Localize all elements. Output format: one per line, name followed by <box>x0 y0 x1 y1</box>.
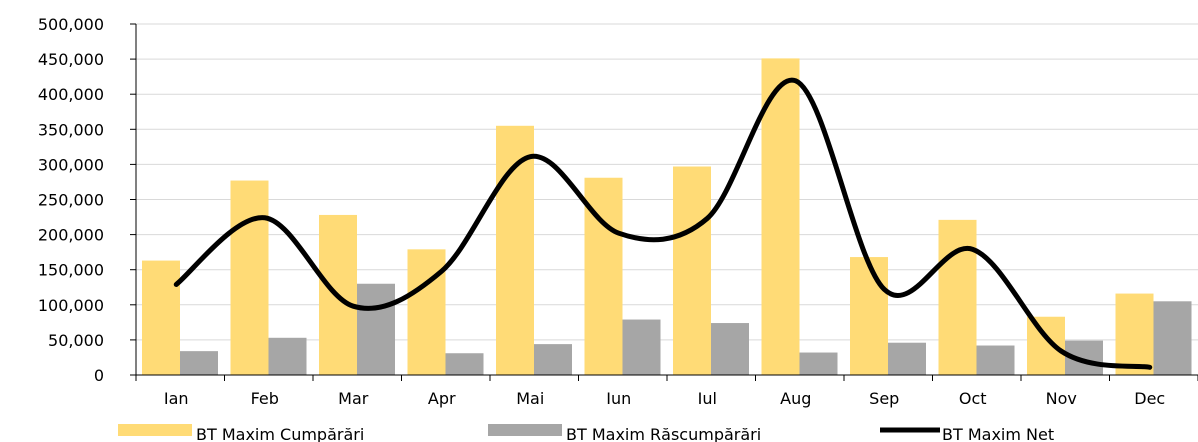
bar-cumparari-sep <box>850 257 888 375</box>
y-tick-label: 500,000 <box>38 15 104 34</box>
bar-cumparari-nov <box>1027 316 1065 375</box>
x-tick-label: Oct <box>959 389 987 408</box>
x-tick-label: Feb <box>251 389 279 408</box>
x-tick-label: Mai <box>516 389 544 408</box>
legend-swatch <box>488 424 562 436</box>
bars <box>142 58 1192 375</box>
gridlines <box>136 23 1198 341</box>
legend-swatch <box>118 424 192 436</box>
bar-rascumparari-oct <box>976 345 1015 375</box>
y-tick-label: 100,000 <box>38 296 104 315</box>
y-tick-label: 250,000 <box>38 191 104 210</box>
x-tick-label: Sep <box>869 389 899 408</box>
net-line <box>173 77 1153 370</box>
y-tick-label: 150,000 <box>38 261 104 280</box>
y-tick-label: 350,000 <box>38 120 104 139</box>
bar-cumparari-iul <box>673 166 711 375</box>
bar-cumparari-feb <box>230 180 269 375</box>
x-tick-label: Aug <box>780 389 811 408</box>
y-tick-labels: 0 50,000 100,000 150,000 200,000 250,000 300,0… <box>38 15 104 385</box>
legend-label: BT Maxim Net <box>942 425 1054 442</box>
legend: BT Maxim Cumpărări BT Maxim Răscumpărări B… <box>118 424 1054 442</box>
bar-rascumparari-dec <box>1153 301 1192 375</box>
x-tick-label: Ian <box>164 389 189 408</box>
x-tick-label: Iul <box>698 389 717 408</box>
legend-label: BT Maxim Cumpărări <box>196 425 364 442</box>
x-tick-label: Mar <box>338 389 369 408</box>
y-tick-label: 50,000 <box>48 331 104 350</box>
bar-rascumparari-iul <box>711 323 749 375</box>
y-tick-label: 450,000 <box>38 50 104 69</box>
y-tick-label: 0 <box>94 366 104 385</box>
y-tick-label: 200,000 <box>38 226 104 245</box>
bar-rascumparari-mai <box>534 344 572 375</box>
x-tick-label: Iun <box>606 389 631 408</box>
y-tick-label: 400,000 <box>38 85 104 104</box>
x-tick-label: Apr <box>428 389 456 408</box>
bar-rascumparari-iun <box>622 319 661 375</box>
bar-rascumparari-sep <box>888 342 926 375</box>
bar-rascumparari-apr <box>445 353 484 375</box>
bar-cumparari-aug <box>761 58 800 375</box>
bar-cumparari-apr <box>407 249 446 375</box>
legend-label: BT Maxim Răscumpărări <box>566 425 761 442</box>
bar-cumparari-oct <box>938 219 977 375</box>
bar-cumparari-ian <box>142 260 180 375</box>
axes <box>130 23 1198 381</box>
bar-rascumparari-aug <box>799 352 838 375</box>
bar-rascumparari-ian <box>180 351 218 375</box>
y-tick-label: 300,000 <box>38 155 104 174</box>
bar-rascumparari-feb <box>268 337 307 375</box>
bar-rascumparari-mar <box>357 283 395 375</box>
x-tick-label: Nov <box>1046 389 1077 408</box>
x-tick-labels: Ian Feb Mar Apr Mai Iun Iul Aug Sep Oct Nov Dec <box>164 389 1165 408</box>
x-tick-label: Dec <box>1134 389 1165 408</box>
bar-cumparari-dec <box>1115 293 1154 375</box>
